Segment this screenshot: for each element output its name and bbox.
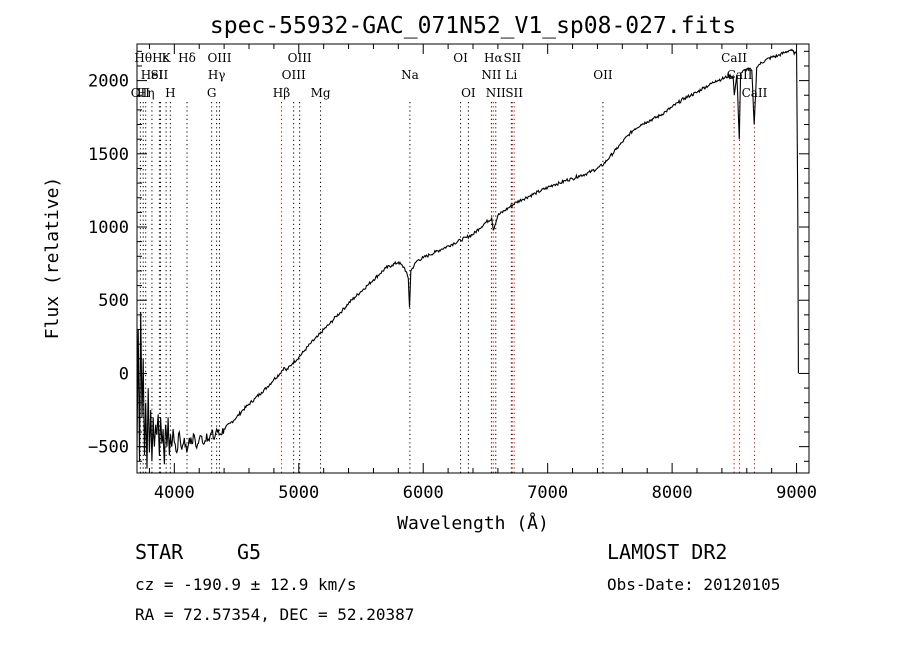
plot-frame — [136, 43, 810, 474]
spectral-line-label: OII — [131, 86, 151, 100]
redshift-velocity: cz = -190.9 ± 12.9 km/s — [135, 575, 357, 594]
y-tick-label: 500 — [98, 291, 129, 311]
spectral-line-label: Hβ — [273, 86, 290, 100]
spectral-line-label: OII — [593, 68, 613, 82]
survey-name: LAMOST DR2 — [607, 540, 727, 564]
spectral-line-label: HeI — [141, 68, 164, 82]
x-tick-label: 5000 — [278, 483, 319, 503]
spectral-line-label: Hη — [137, 86, 155, 100]
spectral-lines: OIIHθHηHeISIIHεKHHδGHγOIIIHβOIIIOIIIMgNa… — [131, 51, 768, 473]
x-tick-label: 9000 — [776, 483, 817, 503]
y-tick-label: 1000 — [88, 218, 129, 238]
x-tick-label: 8000 — [652, 483, 693, 503]
spectral-line-label: CaII — [742, 86, 768, 100]
spectral-line-label: Mg — [311, 86, 331, 100]
x-tick-label: 6000 — [403, 483, 444, 503]
spectral-line-label: SII — [503, 51, 521, 65]
spectral-line-label: OI — [461, 86, 476, 100]
spectral-line-label: Hε — [152, 51, 169, 65]
spectral-line-label: CaII — [721, 51, 747, 65]
observation-date: Obs-Date: 20120105 — [607, 575, 780, 594]
object-class: STAR — [135, 540, 184, 564]
x-axis-label: Wavelength (Å) — [397, 512, 549, 534]
spectral-line-label: Hδ — [178, 51, 196, 65]
chart-title: spec-55932-GAC_071N52_V1_sp08-027.fits — [210, 13, 736, 39]
y-tick-label: −500 — [88, 438, 129, 458]
spectral-line-label: K — [162, 51, 172, 65]
x-tick-label: 4000 — [154, 483, 195, 503]
spectrum-series — [136, 48, 799, 469]
spectral-line-label: Hα — [484, 51, 503, 65]
spectral-line-label: Na — [401, 68, 419, 82]
spectral-line-label: SII — [505, 86, 523, 100]
spectral-line-label: SII — [151, 68, 169, 82]
object-subclass: G5 — [237, 540, 261, 564]
spectral-line-label: Hθ — [134, 51, 152, 65]
spectral-line-label: H — [165, 86, 175, 100]
spectral-line-label: Li — [505, 68, 517, 82]
spectral-line-label: OIII — [282, 68, 306, 82]
spectral-line-label: NII — [486, 86, 506, 100]
x-tick-label: 7000 — [527, 483, 568, 503]
y-tick-label: 2000 — [88, 72, 129, 92]
spectral-line-label: NII — [481, 68, 501, 82]
axis-ticks: 4000 5000 6000 7000 8000 9000 −500 0 500 1000 1500… — [88, 44, 817, 503]
spectral-line-label: OIII — [207, 51, 231, 65]
coordinates: RA = 72.57354, DEC = 52.20387 — [135, 605, 414, 624]
spectral-line-label: OI — [453, 51, 468, 65]
y-tick-label: 0 — [119, 364, 129, 384]
spectral-line-label: G — [207, 86, 217, 100]
spectral-line-label: OIII — [288, 51, 312, 65]
spectral-line-label: Hγ — [208, 68, 226, 82]
y-axis-label: Flux (relative) — [42, 177, 63, 340]
y-tick-label: 1500 — [88, 145, 129, 165]
